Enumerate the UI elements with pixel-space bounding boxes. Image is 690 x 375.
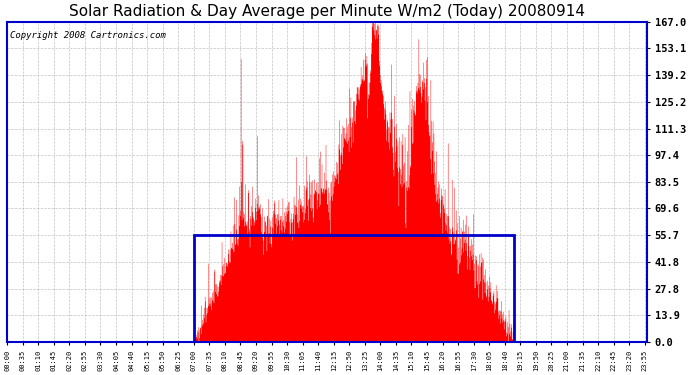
Bar <box>194 235 513 342</box>
Title: Solar Radiation & Day Average per Minute W/m2 (Today) 20080914: Solar Radiation & Day Average per Minute… <box>69 4 585 19</box>
Text: Copyright 2008 Cartronics.com: Copyright 2008 Cartronics.com <box>10 32 166 40</box>
